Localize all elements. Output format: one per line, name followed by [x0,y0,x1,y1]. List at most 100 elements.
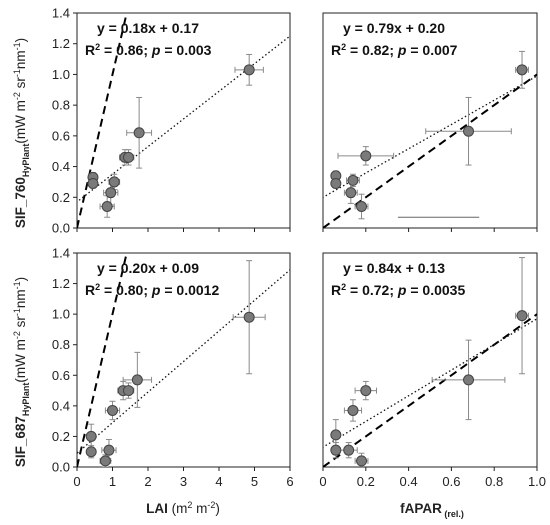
data-point [131,374,143,386]
plot-area [323,50,537,228]
x-label-left-u5: ) [215,501,220,516]
fit-stats: R2 = 0.82; p = 0.007 [331,42,458,58]
y-tick-label: 0.2 [52,190,70,205]
r2-value: = 0.82; [346,42,398,58]
y-tick-label: 1.0 [52,67,70,82]
y-tick-label: 0.8 [52,98,70,113]
r2-prefix: R [331,282,341,298]
regression-line [77,35,290,203]
y-label-top-sub: HyPlant [21,144,31,178]
data-point [243,64,255,76]
y-tick-label: 0.6 [52,128,70,143]
y-label-top-u7: ) [13,38,28,43]
y-label-bottom-u3: sr [13,316,28,332]
r2-prefix: R [85,42,95,58]
x-tick-label: 5 [251,474,258,489]
x-axis-label-right: fAPAR (rel.) [400,501,464,519]
y-label-bottom-u5: nm [13,289,28,308]
fit-equation: y = 0.20x + 0.09 [97,260,199,276]
y-tick-label: 0.0 [52,460,70,475]
p-value: = 0.0012 [160,282,219,298]
y-axis-label-top: SIF_760HyPlant(mW m-2 sr-1nm-1) [12,38,31,228]
y-tick-label: 1.2 [52,36,70,51]
y-label-top-u6: -1 [12,42,22,50]
p-label: p [151,42,161,58]
x-label-left-u2: 2 [187,500,192,510]
x-tick-label: 0.6 [442,474,460,489]
r2-superscript: 2 [95,42,100,52]
p-label: p [151,282,161,298]
panel-sif760-vs-lai: 0.0 0.2 0.4 0.6 0.8 1.0 1.2 1.4 y = 0.18x + 0.17… [52,6,291,236]
fit-stats: R2 = 0.86; p = 0.003 [85,42,212,58]
x-tick-label: 2 [144,474,151,489]
data-point [122,151,134,163]
x-label-right-sub: (rel.) [442,509,464,519]
r2-prefix: R [331,42,341,58]
plot-area [77,253,290,467]
plot-frame [322,12,538,229]
data-point [85,446,97,458]
plot-frame [76,252,291,468]
y-label-bottom-u7: ) [13,277,28,282]
panel-sif687-vs-lai: 0.0 0.2 0.4 0.6 0.8 1.0 1.2 1.4 0 1 2 3 4 5 6 y = 0.20x… [52,246,294,490]
data-point [330,177,342,189]
data-point [133,127,145,139]
data-point [516,64,528,76]
one-to-one-line [323,313,537,467]
y-tick-label: 1.0 [52,307,70,322]
x-label-left-units: (m [168,501,188,516]
data-point [360,385,372,397]
data-point [85,430,97,442]
plot-area [77,13,290,228]
x-tick-label: 1 [109,474,116,489]
data-point [99,455,111,467]
data-point [345,187,357,199]
plot-area [323,257,537,467]
p-value: = 0.007 [406,42,457,58]
one-to-one-line [77,253,128,467]
y-label-bottom-sub: HyPlant [21,383,31,417]
x-tick-label: 0.2 [357,474,375,489]
data-point [330,429,342,441]
data-point [360,150,372,162]
regression-line [323,75,537,199]
r2-value: = 0.80; [100,282,152,298]
r2-value: = 0.86; [100,42,152,58]
fit-equation: y = 0.84x + 0.13 [343,260,445,276]
y-label-bottom-u6: -1 [12,281,22,289]
r2-value: = 0.72; [346,282,398,298]
x-tick-label: 0.4 [400,474,418,489]
data-point [122,385,134,397]
p-value: = 0.0035 [406,282,465,298]
x-label-right-main: fAPAR [400,501,442,516]
p-label: p [397,282,407,298]
one-to-one-line [77,13,128,228]
x-tick-label: 1.0 [528,474,546,489]
fit-stats: R2 = 0.72; p = 0.0035 [331,282,465,298]
data-point [243,311,255,323]
y-tick-label: 0.4 [52,159,70,174]
y-tick-label: 1.4 [52,246,70,261]
x-axis-label-left: LAI (m2 m-2) [146,500,220,516]
data-point [105,187,117,199]
y-label-bottom-u4: -1 [12,308,22,316]
regression-line [323,318,537,448]
x-label-left-u4: -2 [207,500,215,510]
y-tick-label: 0.0 [52,221,70,236]
data-point [463,125,475,137]
data-point [107,404,118,416]
y-label-top-u5: nm [13,50,28,69]
y-label-top-units: (mW m [13,100,28,143]
data-point [347,404,359,416]
y-tick-label: 1.4 [52,6,70,21]
data-point [356,201,368,212]
x-tick-label: 3 [180,474,187,489]
data-point [516,310,528,322]
y-tick-label: 1.2 [52,276,70,291]
y-label-top-u2: -2 [12,92,22,100]
data-point [347,174,359,186]
y-tick-label: 0.4 [52,398,70,413]
x-tick-label: 0 [73,474,80,489]
